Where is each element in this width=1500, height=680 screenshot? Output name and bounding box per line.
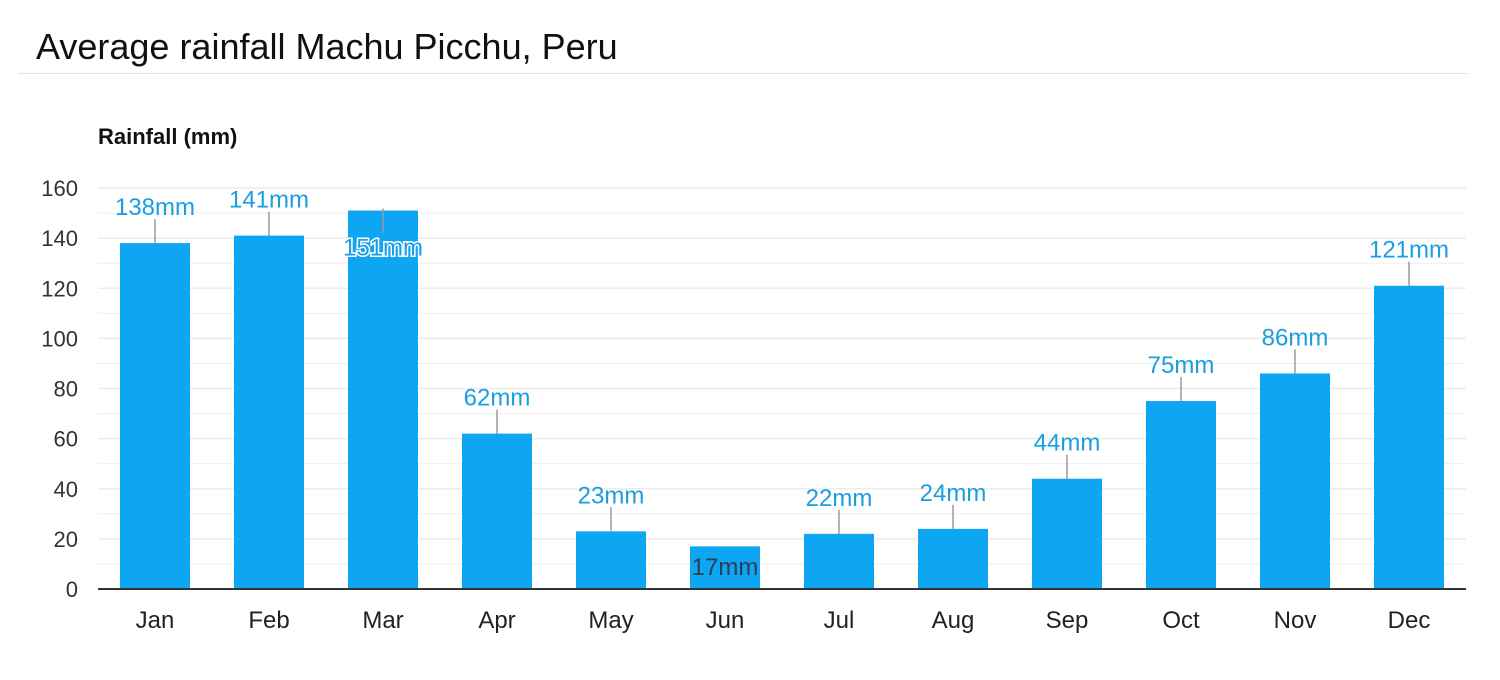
bars	[120, 210, 1444, 589]
y-tick-label: 80	[54, 377, 78, 402]
y-tick-label: 140	[41, 226, 78, 251]
x-tick-label: Apr	[478, 607, 515, 634]
y-axis-ticks: 0 20 40 60 80 100 120 140 160	[41, 176, 78, 602]
bar-dec	[1374, 285, 1444, 589]
data-label: 44mm	[1034, 430, 1101, 457]
x-tick-label: Mar	[362, 607, 403, 634]
x-axis-ticks: Jan Feb Mar Apr May Jun Jul Aug Sep Oct Nov Dec	[136, 607, 1431, 634]
y-tick-label: 0	[66, 577, 78, 602]
x-tick-label: May	[588, 607, 633, 634]
data-label: 23mm	[578, 482, 645, 509]
data-label: 138mm	[115, 194, 195, 221]
data-label: 62mm	[464, 385, 531, 412]
x-tick-label: Nov	[1274, 607, 1317, 634]
data-labels: 138mm 141mm 151mm 62mm 23mm 17mm 22mm 24mm 44mm 7…	[115, 187, 1449, 581]
x-tick-label: Dec	[1388, 607, 1431, 634]
bar-oct	[1146, 401, 1216, 589]
data-label: 151mm	[343, 235, 423, 262]
bar-may	[576, 531, 646, 589]
y-tick-label: 160	[41, 176, 78, 201]
bar-nov	[1260, 373, 1330, 589]
x-tick-label: Jun	[706, 607, 745, 634]
data-label: 86mm	[1262, 324, 1329, 351]
data-label: 22mm	[806, 485, 873, 512]
data-label: 24mm	[920, 480, 987, 507]
data-label: 17mm	[692, 554, 759, 581]
grid-lines	[98, 187, 1466, 565]
bar-jul	[804, 533, 874, 589]
bar-aug	[918, 528, 988, 589]
x-tick-label: Jul	[824, 607, 855, 634]
bar-feb	[234, 235, 304, 589]
y-tick-label: 40	[54, 477, 78, 502]
y-axis-title: Rainfall (mm)	[98, 124, 237, 149]
x-tick-label: Jan	[136, 607, 175, 634]
title-divider	[18, 73, 1468, 74]
x-tick-label: Sep	[1046, 607, 1089, 634]
x-tick-label: Aug	[932, 607, 975, 634]
data-label: 141mm	[229, 187, 309, 214]
bar-sep	[1032, 478, 1102, 589]
chart-title: Average rainfall Machu Picchu, Peru	[36, 26, 618, 67]
data-label: 75mm	[1148, 352, 1215, 379]
x-tick-label: Feb	[248, 607, 289, 634]
bar-apr	[462, 433, 532, 589]
x-tick-label: Oct	[1162, 607, 1200, 634]
bar-jan	[120, 243, 190, 589]
y-tick-label: 100	[41, 326, 78, 351]
label-leaders	[154, 208, 1410, 534]
bar-mar	[348, 210, 418, 589]
y-tick-label: 60	[54, 427, 78, 452]
y-tick-label: 120	[41, 276, 78, 301]
y-tick-label: 20	[54, 527, 78, 552]
bar-jun	[690, 546, 760, 589]
data-label: 121mm	[1369, 237, 1449, 264]
